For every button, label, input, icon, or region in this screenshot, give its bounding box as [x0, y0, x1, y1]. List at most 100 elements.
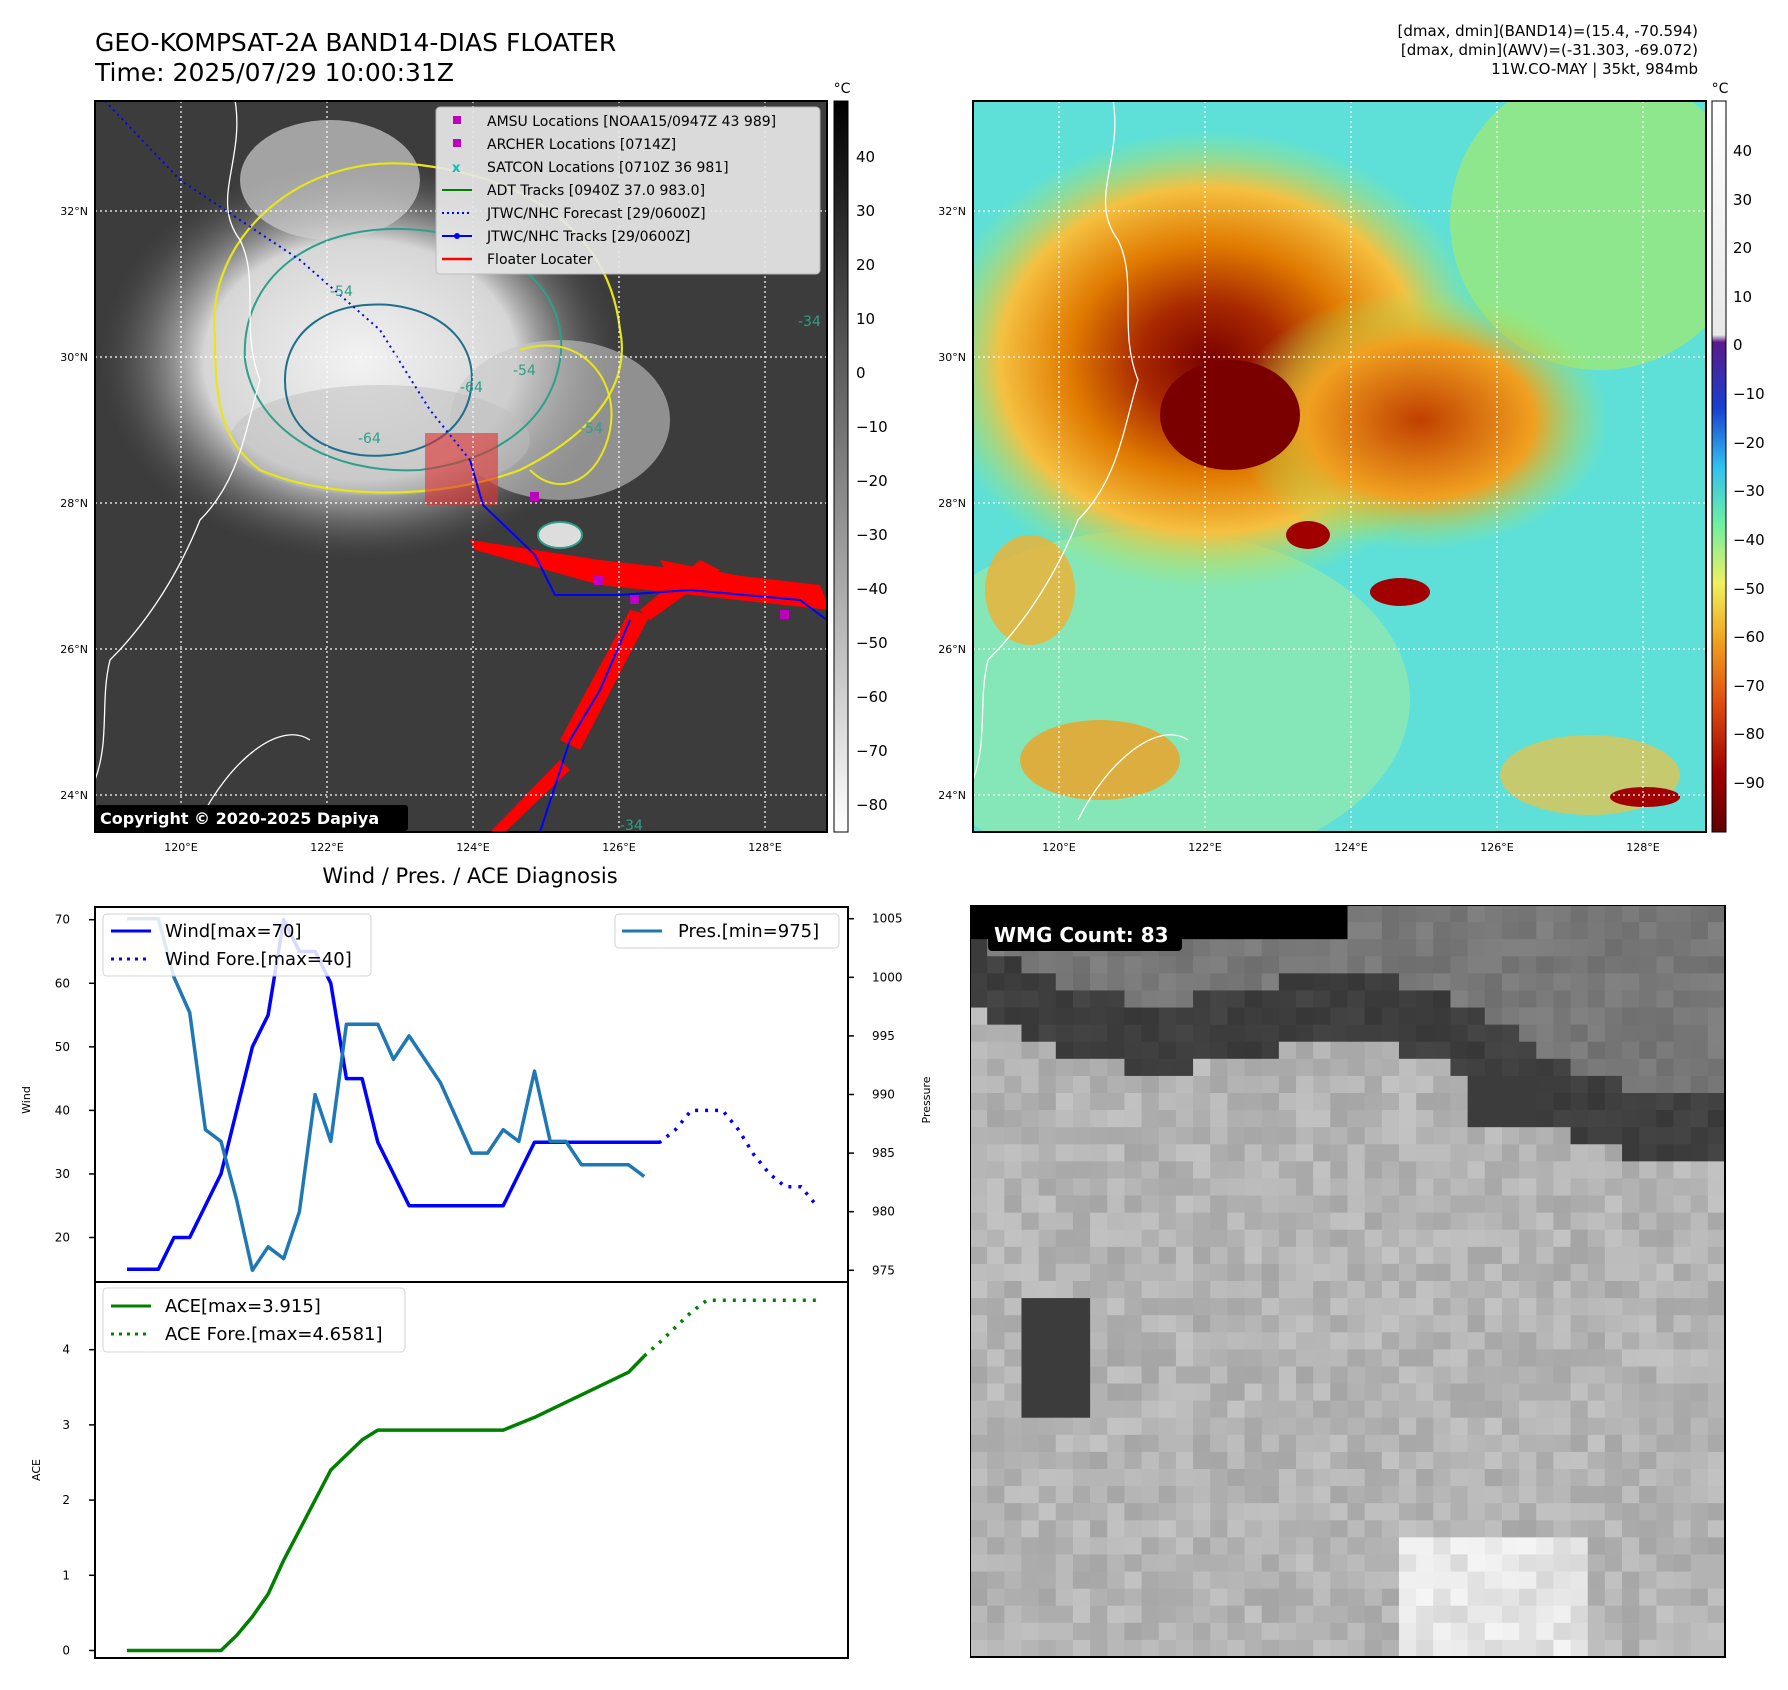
wmg-pixel [1175, 1093, 1194, 1111]
ir-panel: -54 -64 -54 -54 -64 -34 -34 32°N 30°N 28… [60, 81, 888, 854]
wmg-pixel [1381, 1622, 1400, 1641]
wmg-pixel [1398, 1622, 1417, 1641]
wmg-pixel [1055, 1315, 1074, 1333]
wmg-pixel [1622, 1144, 1640, 1162]
wmg-pixel [1038, 1298, 1057, 1316]
wmg-pixel [1604, 1229, 1623, 1248]
legend-satcon: SATCON Locations [0710Z 36 981] [487, 160, 729, 176]
wmg-pixel [1158, 1007, 1177, 1026]
legend-forecast: JTWC/NHC Forecast [29/0600Z] [486, 206, 706, 222]
svg-text:50: 50 [55, 1040, 70, 1054]
wmg-pixel [1484, 1383, 1503, 1402]
wmg-pixel [970, 1212, 988, 1231]
wmg-pixel [1587, 922, 1606, 940]
wmg-pixel [1707, 1622, 1726, 1641]
wmg-pixel [1261, 1212, 1280, 1231]
legend-amsu-symbol [453, 116, 461, 124]
svg-text:−10: −10 [856, 418, 888, 436]
wmg-pixel [1347, 990, 1366, 1009]
wmg-pixel [1707, 939, 1726, 957]
wmg-pixel [1570, 1007, 1589, 1026]
wmg-pixel [1553, 1383, 1572, 1402]
wmg-pixel [1210, 1127, 1228, 1145]
wmg-pixel [1141, 1639, 1160, 1658]
wmg-pixel [1038, 1212, 1057, 1231]
wmg-pixel [1227, 1298, 1246, 1316]
wmg-panel: WMG Count: 83 [970, 905, 1726, 1658]
wmg-pixel [1622, 1332, 1640, 1350]
wmg-pixel [1398, 1075, 1417, 1094]
ir-colorbar-unit: °C [834, 81, 851, 97]
wmg-pixel [1158, 1639, 1177, 1658]
wmg-pixel [1673, 1417, 1692, 1436]
wmg-pixel [1038, 1520, 1057, 1538]
wmg-pixel [1072, 1537, 1091, 1555]
wmg-pixel [1622, 1298, 1640, 1316]
wmg-pixel [1296, 1520, 1314, 1538]
wmg-pixel [1519, 1144, 1537, 1162]
wmg-pixel [1673, 1144, 1692, 1162]
wmg-pixel [1330, 922, 1348, 940]
wmg-pixel [1450, 1503, 1469, 1521]
wmg-pixel [1347, 1366, 1366, 1385]
wmg-pixel [1107, 1571, 1125, 1590]
wmg-pixel [1707, 1469, 1726, 1487]
wmg-pixel [1347, 1349, 1366, 1367]
wmg-pixel [1673, 922, 1692, 940]
wmg-pixel [1244, 1212, 1263, 1231]
wmg-pixel [1107, 1554, 1125, 1573]
wmg-pixel [1107, 1178, 1125, 1197]
wmg-pixel [1210, 1195, 1228, 1214]
wmg-pixel [1656, 1622, 1675, 1641]
wmg-pixel [1227, 939, 1246, 957]
wmg-pixel [1381, 1571, 1400, 1590]
wmg-pixel [1536, 990, 1554, 1009]
wmg-pixel [1004, 1400, 1022, 1419]
wmg-pixel [1519, 1349, 1537, 1367]
wmg-pixel [1570, 1058, 1589, 1077]
wmg-pixel [1467, 1195, 1486, 1214]
wmg-pixel [1107, 1007, 1125, 1026]
wmg-pixel [1090, 1434, 1108, 1453]
wmg-pixel [1587, 1178, 1606, 1197]
wmg-pixel [1673, 1332, 1692, 1350]
wmg-pixel [1330, 1588, 1348, 1607]
wmg-pixel [1244, 1503, 1263, 1521]
wmg-pixel [1004, 1315, 1022, 1333]
wmg-pixel [1038, 1178, 1057, 1197]
wmg-pixel [1450, 1041, 1469, 1060]
wmg-pixel [1416, 1503, 1434, 1521]
wmg-pixel [1072, 1212, 1091, 1231]
wmg-pixel [1622, 1281, 1640, 1299]
wmg-pixel [1639, 1024, 1657, 1043]
wmg-pixel [1090, 1093, 1108, 1111]
wmg-pixel [1622, 1537, 1640, 1555]
wmg-pixel [1227, 956, 1246, 974]
wmg-pixel [1124, 1024, 1143, 1043]
wmg-pixel [1604, 1537, 1623, 1555]
wmg-pixel [1690, 1639, 1709, 1658]
wmg-pixel [1278, 1024, 1297, 1043]
wmg-pixel [1587, 1537, 1606, 1555]
wmg-pixel [1536, 1281, 1554, 1299]
wmg-pixel [1090, 1469, 1108, 1487]
wmg-pixel [1193, 1229, 1211, 1248]
wmg-pixel [1210, 1503, 1228, 1521]
wmg-pixel [1416, 1400, 1434, 1419]
wmg-pixel [1090, 1195, 1108, 1214]
wmg-pixel [1347, 1554, 1366, 1573]
wmg-pixel [1381, 1110, 1400, 1128]
wmg-pixel [1004, 1041, 1022, 1060]
wmg-pixel [1347, 922, 1366, 940]
wmg-pixel [1210, 1451, 1228, 1470]
wmg-pixel [1467, 1161, 1486, 1179]
wmg-pixel [1004, 1007, 1022, 1026]
wmg-pixel [1604, 1178, 1623, 1197]
wmg-pixel [1416, 1520, 1434, 1538]
lat-label: 28°N [938, 497, 966, 510]
wmg-pixel [1639, 1639, 1657, 1658]
wmg-pixel [1107, 1144, 1125, 1162]
wmg-pixel [1038, 1366, 1057, 1385]
wmg-pixel [1604, 1486, 1623, 1504]
wmg-pixel [1090, 1110, 1108, 1128]
